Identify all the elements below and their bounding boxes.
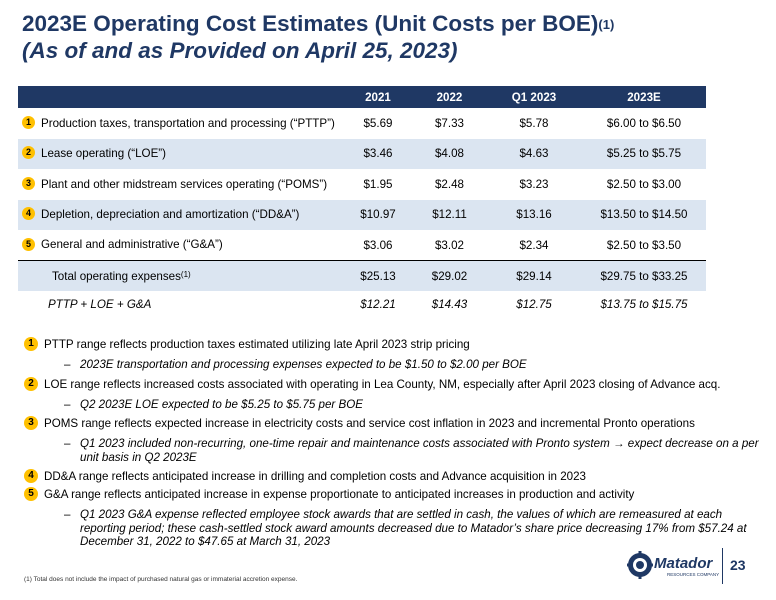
cell-value: $5.25 to $5.75 <box>582 138 706 169</box>
dash-bullet: – <box>64 508 71 521</box>
note-text: LOE range reflects increased costs assoc… <box>44 377 721 391</box>
subtotal-value: $12.75 <box>516 297 552 311</box>
table-row: 2 Lease operating (“LOE”) $3.46 $4.08 $4.… <box>18 138 706 169</box>
sub-note-text: Q2 2023E LOE expected to be $5.25 to $5.… <box>80 397 363 411</box>
note-text: DD&A range reflects anticipated increase… <box>44 470 587 483</box>
number-badge: 4 <box>24 469 38 483</box>
row-label: 3 Plant and other midstream services oper… <box>18 169 343 200</box>
row-label: 5 General and administrative (“G&A”) <box>18 230 343 261</box>
subtotal-value: $13.75 to $15.75 <box>600 297 688 311</box>
cell-value: $5.78 <box>519 116 549 130</box>
operating-cost-table: 2021 2022 Q1 2023 2023E 1 Production taxe… <box>18 86 706 317</box>
total-value: $29.75 to $33.25 <box>582 260 706 291</box>
table-row: 1 Production taxes, transportation and pr… <box>18 108 706 139</box>
table-row: 3 Plant and other midstream services oper… <box>18 169 706 200</box>
cell-value: $3.02 <box>434 238 464 252</box>
sub-note-ga: – Q1 2023 G&A expense reflected employee… <box>64 508 764 549</box>
subtotal-value: $12.21 <box>360 297 396 311</box>
note-text: POMS range reflects expected increase in… <box>44 417 695 430</box>
cell-value: $5.69 <box>363 116 393 130</box>
sub-note-loe: – Q2 2023E LOE expected to be $5.25 to $… <box>64 398 764 412</box>
header-2021: 2021 <box>343 86 413 108</box>
cell-value: $3.23 <box>519 177 549 191</box>
cell-value: $10.97 <box>343 199 413 230</box>
number-badge: 2 <box>24 376 38 391</box>
svg-text:Matador: Matador <box>654 555 714 572</box>
cell-value: $4.08 <box>413 138 486 169</box>
page-number: 23 <box>730 557 746 573</box>
total-label: Total operating expenses(1) <box>18 260 343 291</box>
header-2023e: 2023E <box>582 86 706 108</box>
svg-text:RESOURCES COMPANY: RESOURCES COMPANY <box>667 572 719 577</box>
sub-note-text: 2023E transportation and processing expe… <box>80 358 527 371</box>
cell-value: $6.00 to $6.50 <box>606 116 682 130</box>
cell-value: $1.95 <box>363 177 393 191</box>
cell-value: $2.48 <box>434 177 464 191</box>
cell-value: $12.11 <box>413 199 486 230</box>
note-ga: 5 G&A range reflects anticipated increas… <box>24 487 764 502</box>
page-title: 2023E Operating Cost Estimates (Unit Cos… <box>22 10 762 64</box>
title-line-1: 2023E Operating Cost Estimates (Unit Cos… <box>22 11 615 36</box>
note-pttp: 1 PTTP range reflects production taxes e… <box>24 337 764 352</box>
table-row: 5 General and administrative (“G&A”) $3.0… <box>18 230 706 261</box>
note-loe: 2 LOE range reflects increased costs ass… <box>24 376 764 392</box>
row-label: 1 Production taxes, transportation and pr… <box>18 108 343 139</box>
gear-emblem-icon: Matador RESOURCES COMPANY <box>627 551 719 579</box>
footnote: (1) Total does not include the impact of… <box>24 576 298 583</box>
cell-value: $4.63 <box>486 138 582 169</box>
sub-note-poms: – Q1 2023 included non-recurring, one-ti… <box>64 437 764 464</box>
header-2022: 2022 <box>413 86 486 108</box>
cell-value: $13.50 to $14.50 <box>582 199 706 230</box>
header-blank <box>18 86 343 108</box>
subtotal-label: PTTP + LOE + G&A <box>48 297 152 311</box>
cell-value: $3.46 <box>343 138 413 169</box>
table-header-row: 2021 2022 Q1 2023 2023E <box>18 86 706 108</box>
row-label: 2 Lease operating (“LOE”) <box>18 138 343 169</box>
row-label: 4 Depletion, depreciation and amortizatio… <box>18 199 343 230</box>
cell-value: $13.16 <box>486 199 582 230</box>
cell-value: $2.50 to $3.00 <box>606 177 682 191</box>
dash-bullet: – <box>64 397 71 411</box>
number-badge: 4 <box>22 207 35 221</box>
company-logo: Matador RESOURCES COMPANY <box>627 551 723 579</box>
table-row: 4 Depletion, depreciation and amortizatio… <box>18 199 706 230</box>
number-badge: 1 <box>22 115 35 129</box>
number-badge: 5 <box>22 237 35 251</box>
note-dda: 4 DD&A range reflects anticipated increa… <box>24 469 764 484</box>
number-badge: 5 <box>24 487 38 501</box>
dash-bullet: – <box>64 358 71 371</box>
number-badge: 3 <box>24 416 38 430</box>
cell-value: $2.50 to $3.50 <box>606 238 682 252</box>
total-value: $25.13 <box>343 260 413 291</box>
note-poms: 3 POMS range reflects expected increase … <box>24 416 764 431</box>
notes-list: 1 PTTP range reflects production taxes e… <box>24 337 764 549</box>
sub-note-text: Q1 2023 G&A expense reflected employee s… <box>80 508 747 548</box>
cell-value: $7.33 <box>434 116 464 130</box>
subtotal-row: PTTP + LOE + G&A $12.21 $14.43 $12.75 $1… <box>18 291 706 317</box>
cell-value: $2.34 <box>519 238 549 252</box>
logo-divider <box>722 548 723 584</box>
number-badge: 3 <box>22 176 35 190</box>
header-q1-2023: Q1 2023 <box>486 86 582 108</box>
title-line-2: (As of and as Provided on April 25, 2023… <box>22 38 458 63</box>
note-text: PTTP range reflects production taxes est… <box>44 338 470 351</box>
number-badge: 2 <box>22 146 35 160</box>
number-badge: 1 <box>24 337 38 351</box>
dash-bullet: – <box>64 437 71 450</box>
sub-note-pttp: – 2023E transportation and processing ex… <box>64 358 764 372</box>
sub-note-text: Q1 2023 included non-recurring, one-time… <box>80 437 759 464</box>
total-value: $29.14 <box>486 260 582 291</box>
subtotal-value: $14.43 <box>431 297 468 311</box>
title-footnote-marker: (1) <box>598 17 615 32</box>
total-value: $29.02 <box>413 260 486 291</box>
cell-value: $3.06 <box>363 238 393 252</box>
note-text: G&A range reflects anticipated increase … <box>44 488 635 501</box>
total-row: Total operating expenses(1) $25.13 $29.0… <box>18 260 706 291</box>
